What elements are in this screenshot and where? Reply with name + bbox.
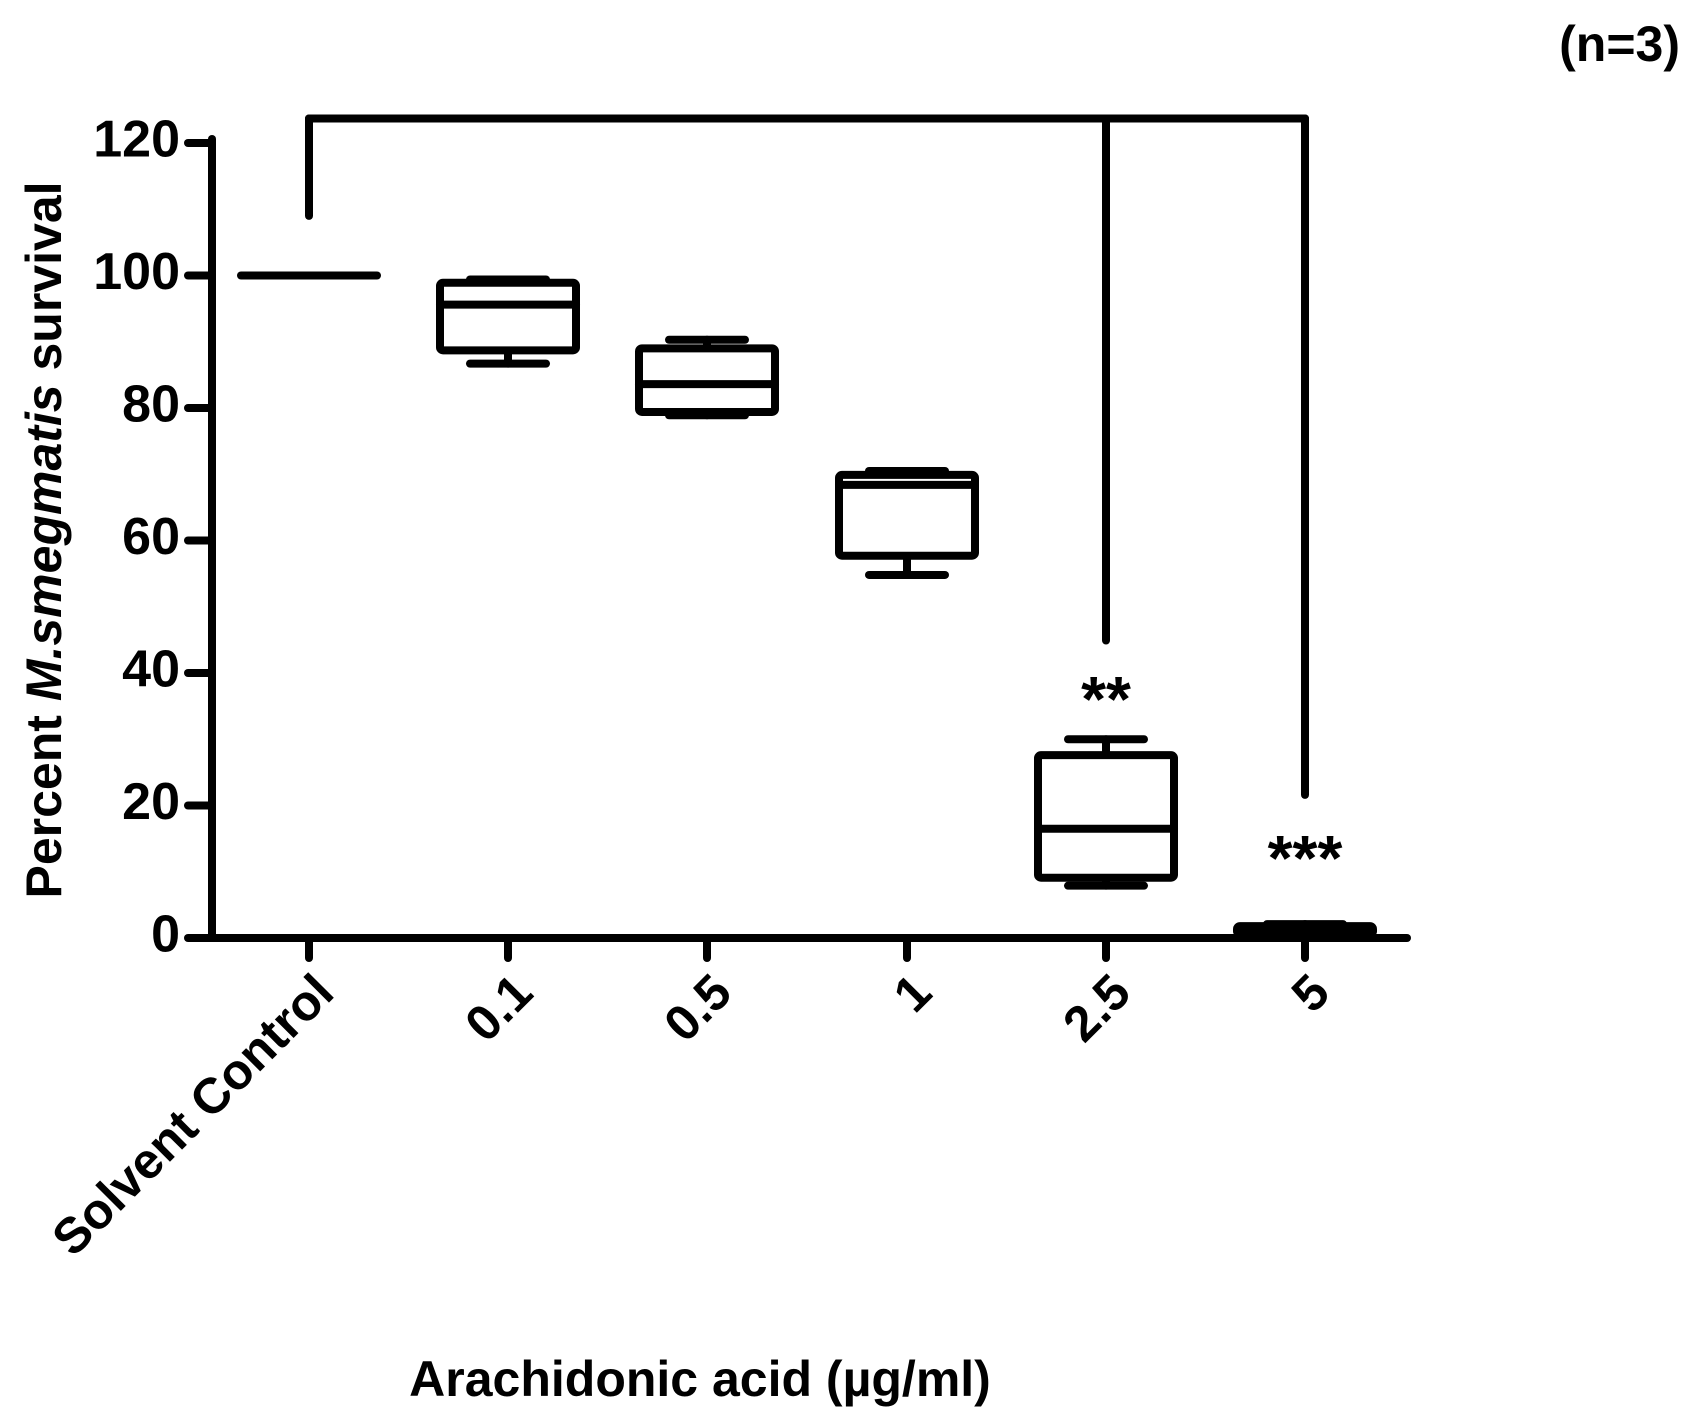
x-tick-label: 0.5 — [653, 964, 742, 1053]
y-label-species: M.smegmatis — [16, 384, 72, 701]
significance-label: ** — [1081, 663, 1131, 735]
x-tick-label: 2.5 — [1052, 964, 1141, 1053]
significance-label: *** — [1268, 822, 1343, 894]
y-tick-label: 40 — [122, 641, 180, 699]
x-axis-label: Arachidonic acid (µg/ml) — [409, 1351, 991, 1407]
y-label-prefix: Percent — [16, 715, 72, 899]
sample-note: (n=3) — [1559, 16, 1680, 72]
y-tick-label: 100 — [93, 243, 180, 301]
y-tick-label: 80 — [122, 376, 180, 434]
y-tick-label: 0 — [151, 906, 180, 964]
box — [1034, 751, 1178, 882]
y-tick-label: 20 — [122, 773, 180, 831]
y-axis-label: Percent M.smegmatis survival — [16, 181, 72, 898]
y-label-suffix: survival — [16, 181, 72, 370]
x-tick-label: Solvent Control — [41, 964, 344, 1267]
box — [835, 470, 979, 560]
box — [436, 278, 580, 355]
x-tick-label: 1 — [883, 964, 942, 1023]
x-tick-label: 0.1 — [454, 964, 543, 1053]
x-tick-label: 5 — [1281, 964, 1340, 1023]
y-tick-label: 60 — [122, 508, 180, 566]
y-tick-label: 120 — [93, 111, 180, 169]
